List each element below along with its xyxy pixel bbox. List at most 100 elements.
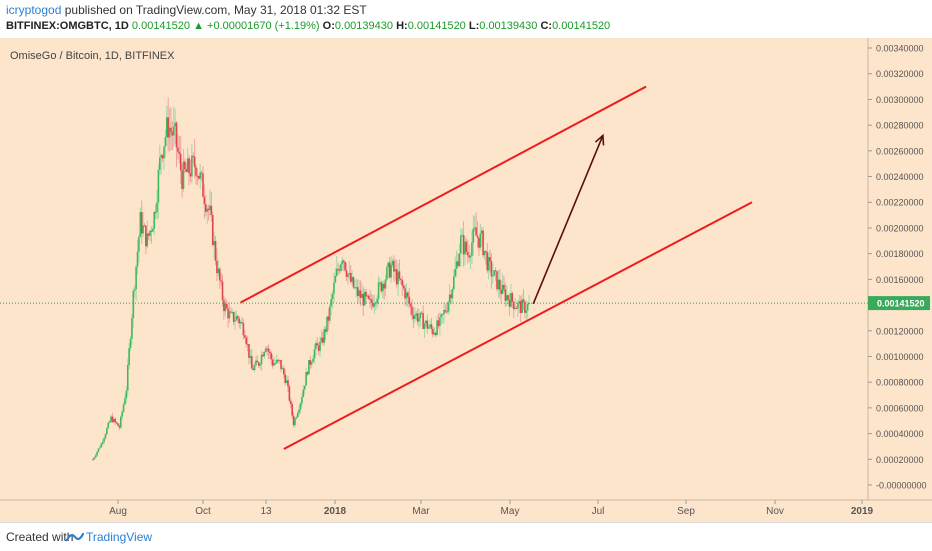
y-tick-label: -0.00000000 bbox=[876, 481, 927, 491]
candle-body bbox=[333, 282, 335, 294]
candle-body bbox=[461, 235, 463, 237]
candle-body bbox=[179, 153, 182, 171]
candle-body bbox=[260, 354, 263, 365]
candle-body bbox=[453, 276, 455, 290]
candle-body bbox=[241, 322, 243, 324]
candle-body bbox=[196, 175, 199, 177]
candle-body bbox=[292, 415, 295, 426]
tradingview-link[interactable]: TradingView bbox=[86, 530, 153, 544]
candle-body bbox=[517, 302, 519, 309]
candle-body bbox=[225, 303, 228, 309]
candle-body bbox=[192, 155, 195, 157]
candle-body bbox=[320, 337, 323, 342]
candle-body bbox=[478, 237, 480, 248]
candle-body bbox=[345, 270, 348, 277]
candle-body bbox=[507, 295, 509, 300]
candle-body bbox=[404, 288, 406, 299]
y-tick-label: 0.00340000 bbox=[876, 44, 924, 54]
candle-body bbox=[468, 255, 470, 258]
candle-body bbox=[159, 157, 161, 170]
candle-body bbox=[270, 353, 273, 360]
high-label: H: bbox=[396, 20, 408, 32]
candle-body bbox=[191, 155, 193, 177]
candle-body bbox=[121, 411, 123, 417]
channel-lower-line[interactable] bbox=[283, 201, 753, 450]
candle-body bbox=[207, 208, 210, 211]
projection-arrow-line[interactable] bbox=[532, 135, 604, 305]
candle-body bbox=[227, 308, 229, 319]
candle-body bbox=[493, 270, 496, 276]
price-chart[interactable]: 0.00141520 0.00340000 0.00320000 0.0030000… bbox=[0, 38, 932, 522]
candle-body bbox=[295, 417, 298, 419]
candle-body bbox=[111, 416, 114, 423]
candle-body bbox=[92, 459, 94, 461]
candle-body bbox=[273, 363, 275, 366]
candle-body bbox=[291, 403, 293, 416]
chart-area[interactable]: 0.00141520 0.00340000 0.00320000 0.0030000… bbox=[0, 38, 932, 522]
candle-body bbox=[455, 261, 458, 269]
candle-body bbox=[303, 385, 306, 390]
candle-body bbox=[143, 225, 146, 227]
candle-body bbox=[363, 291, 366, 306]
up-triangle-icon: ▲ bbox=[193, 20, 204, 32]
candle-body bbox=[221, 281, 224, 301]
candle-body bbox=[107, 422, 110, 429]
candle-body bbox=[97, 448, 100, 452]
candle-body bbox=[504, 289, 507, 301]
candle-body bbox=[514, 307, 516, 309]
candle-body bbox=[299, 403, 302, 410]
candle-body bbox=[483, 250, 486, 256]
candle-body bbox=[133, 289, 136, 291]
candle-body bbox=[526, 304, 529, 311]
candle-body bbox=[100, 443, 103, 448]
author-link[interactable]: icryptogod bbox=[6, 3, 62, 17]
candle-body bbox=[376, 298, 378, 304]
candle-body bbox=[114, 418, 117, 423]
candle-body bbox=[362, 293, 365, 306]
y-tick-label: 0.00200000 bbox=[876, 223, 924, 233]
candle-body bbox=[330, 299, 332, 307]
x-tick-label: 2018 bbox=[324, 506, 347, 517]
candle-body bbox=[518, 301, 521, 303]
candle-body bbox=[271, 359, 274, 366]
candle-body bbox=[494, 270, 497, 272]
footer: Created with TradingView bbox=[0, 522, 932, 551]
y-tick-label: 0.00060000 bbox=[876, 403, 924, 413]
candle-body bbox=[490, 261, 493, 277]
candle-body bbox=[106, 428, 108, 435]
candle-body bbox=[405, 292, 408, 299]
candle-body bbox=[296, 412, 299, 418]
candle-body bbox=[124, 398, 126, 405]
candle-body bbox=[366, 295, 369, 297]
y-tick-label: 0.00280000 bbox=[876, 121, 924, 131]
candle-body bbox=[161, 155, 164, 159]
candle-body bbox=[412, 314, 415, 319]
candle-body bbox=[359, 290, 362, 298]
candle-body bbox=[361, 293, 363, 298]
candle-body bbox=[462, 235, 465, 255]
candle-body bbox=[390, 264, 392, 278]
candle-body bbox=[167, 117, 169, 138]
candle-body bbox=[256, 360, 259, 363]
candle-body bbox=[210, 205, 213, 215]
candle-body bbox=[479, 233, 482, 248]
candle-body bbox=[525, 310, 528, 313]
candle-body bbox=[313, 349, 316, 359]
candle-body bbox=[430, 324, 433, 329]
candle-body bbox=[351, 277, 353, 282]
candle-body bbox=[338, 269, 341, 271]
candle-body bbox=[469, 256, 472, 258]
candle-body bbox=[341, 260, 344, 265]
candle-body bbox=[308, 360, 310, 375]
candle-body bbox=[185, 169, 188, 172]
candle-body bbox=[408, 296, 411, 304]
channel-upper-line[interactable] bbox=[240, 85, 647, 304]
candle-body bbox=[202, 173, 204, 197]
candle-body bbox=[492, 275, 494, 277]
candle-body bbox=[138, 236, 140, 252]
candle-body bbox=[163, 146, 165, 159]
candle-body bbox=[168, 127, 171, 138]
candle-body bbox=[348, 273, 351, 275]
candle-body bbox=[301, 397, 303, 404]
candle-body bbox=[448, 294, 451, 303]
